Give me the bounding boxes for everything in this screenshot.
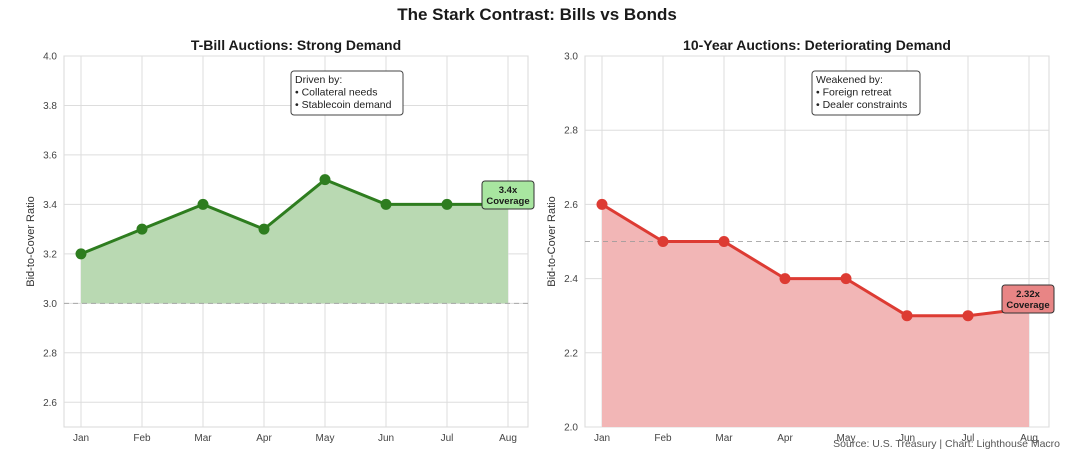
y-tick-label: 2.6: [43, 398, 57, 409]
y-tick-label: 2.6: [564, 200, 578, 211]
annotation-line: • Dealer constraints: [816, 99, 907, 111]
y-tick-label: 2.0: [564, 423, 578, 434]
y-axis-label: Bid-to-Cover Ratio: [546, 196, 558, 286]
data-point: [596, 198, 608, 210]
end-value-box: [481, 180, 535, 210]
y-tick-label: 3.6: [43, 150, 57, 161]
annotation-box: [811, 70, 921, 116]
x-tick-label: Feb: [133, 433, 151, 444]
annotation-line: • Collateral needs: [295, 87, 377, 99]
series-line: [601, 203, 1030, 318]
y-axis-label: Bid-to-Cover Ratio: [25, 196, 37, 286]
y-tick-label: 2.8: [564, 126, 578, 137]
x-tick-label: Jan: [73, 433, 89, 444]
end-value-label: 2.32x: [1016, 289, 1040, 300]
x-tick-label: Jul: [441, 433, 454, 444]
data-point: [197, 198, 209, 210]
y-tick-label: 3.0: [564, 52, 578, 63]
data-point: [258, 223, 270, 235]
chart-panel-1: 2.6 2.8 3.0 3.2 3.4 3.6 3.8 4.0 Jan Feb Mar Apr May J…: [25, 37, 535, 444]
annotation-line: Weakened by:: [816, 74, 883, 86]
end-value-label: Coverage: [486, 196, 529, 207]
x-tick-label: Jun: [378, 433, 394, 444]
figure-title: The Stark Contrast: Bills vs Bonds: [397, 5, 677, 24]
x-tick-label: May: [837, 433, 856, 444]
annotation-box: [290, 70, 404, 116]
panel-title: 10-Year Auctions: Deteriorating Demand: [683, 37, 951, 53]
series-line: [80, 178, 508, 256]
end-value-label: 3.4x: [499, 185, 518, 196]
data-point: [779, 273, 791, 285]
data-point: [718, 236, 730, 247]
y-tick-label: 2.2: [564, 348, 578, 359]
y-tick-label: 3.2: [43, 249, 57, 260]
series-area: [602, 204, 1029, 427]
x-tick-label: May: [316, 433, 335, 444]
data-point: [441, 198, 453, 210]
y-tick-label: 2.8: [43, 348, 57, 359]
y-tick-label: 4.0: [43, 52, 57, 63]
panel-title: T-Bill Auctions: Strong Demand: [191, 37, 401, 53]
x-tick-label: Jun: [899, 433, 915, 444]
y-tick-label: 3.0: [43, 299, 57, 310]
x-tick-label: Aug: [499, 433, 517, 444]
annotation-line: • Foreign retreat: [816, 87, 892, 99]
annotation-line: • Stablecoin demand: [295, 99, 392, 111]
data-point: [380, 198, 392, 210]
source-note: Source: U.S. Treasury | Chart: Lighthous…: [833, 438, 1060, 450]
x-tick-label: Apr: [777, 433, 793, 444]
data-point: [657, 236, 669, 247]
x-tick-label: Feb: [654, 433, 672, 444]
end-value-box: [1001, 284, 1055, 314]
data-point: [901, 310, 913, 322]
end-value-label: Coverage: [1006, 300, 1049, 311]
data-point: [75, 248, 87, 260]
data-point: [319, 174, 331, 186]
y-tick-label: 3.4: [43, 200, 57, 211]
y-tick-label: 2.4: [564, 274, 578, 285]
x-tick-label: Mar: [194, 433, 212, 444]
data-point: [136, 223, 148, 235]
y-tick-label: 3.8: [43, 101, 57, 112]
x-tick-label: Mar: [715, 433, 733, 444]
x-tick-label: Aug: [1020, 433, 1038, 444]
x-tick-label: Apr: [256, 433, 272, 444]
data-point: [840, 273, 852, 285]
chart-panel-2: 2.0 2.2 2.4 2.6 2.8 3.0 Jan Feb Mar Apr May Jun Jul A…: [546, 37, 1055, 444]
x-tick-label: Jan: [594, 433, 610, 444]
annotation-line: Driven by:: [295, 74, 342, 86]
x-tick-label: Jul: [962, 433, 975, 444]
data-point: [962, 310, 974, 322]
